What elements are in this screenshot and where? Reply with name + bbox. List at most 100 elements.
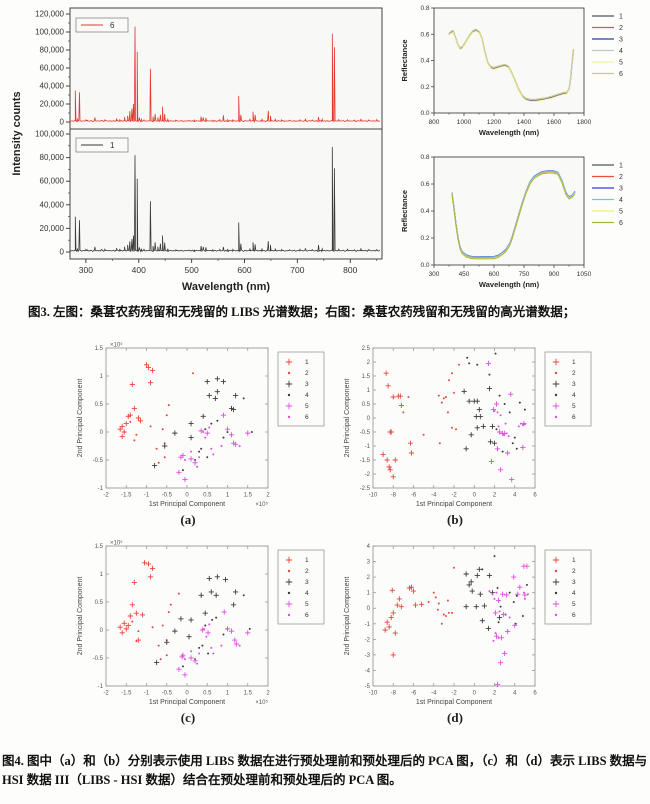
svg-text:-2.5: -2.5 bbox=[360, 486, 371, 492]
svg-text:×10⁵: ×10⁵ bbox=[255, 501, 268, 508]
svg-text:1: 1 bbox=[619, 163, 623, 170]
svg-text:6: 6 bbox=[305, 414, 309, 421]
svg-text:60,000: 60,000 bbox=[40, 177, 65, 186]
svg-text:0: 0 bbox=[185, 493, 189, 499]
svg-text:1: 1 bbox=[305, 557, 309, 564]
svg-text:4: 4 bbox=[572, 392, 576, 399]
svg-text:2: 2 bbox=[619, 174, 623, 181]
pca-chart-a: -2 -1.5 -1 -0.5 0 0.5 1 1.5 2 -1 -0.5 0 0.5 1 1.5 ×10⁵ ×… bbox=[72, 340, 339, 538]
svg-text:1050: 1050 bbox=[577, 271, 592, 278]
svg-text:40,000: 40,000 bbox=[40, 82, 65, 91]
svg-text:400: 400 bbox=[132, 265, 146, 275]
svg-text:4: 4 bbox=[305, 392, 309, 399]
svg-text:-0.5: -0.5 bbox=[162, 691, 173, 697]
svg-text:900: 900 bbox=[549, 271, 560, 278]
svg-text:Wavelength (nm): Wavelength (nm) bbox=[479, 128, 540, 137]
svg-text:Intensity counts: Intensity counts bbox=[11, 91, 23, 175]
pca-chart-b-plot: -10 -8 -6 -4 -2 0 2 4 6 -2.5 -2 -1.5 -1 -0.5 0 0.5 1 1.5 2… bbox=[339, 340, 606, 517]
svg-text:6: 6 bbox=[533, 691, 537, 697]
svg-text:Reflectance: Reflectance bbox=[400, 39, 409, 81]
svg-text:1.5: 1.5 bbox=[95, 346, 104, 352]
svg-text:5: 5 bbox=[619, 60, 623, 67]
svg-text:-2: -2 bbox=[365, 472, 371, 478]
svg-text:2nd Principal Component: 2nd Principal Component bbox=[344, 577, 351, 656]
svg-text:0.6: 0.6 bbox=[420, 181, 429, 188]
svg-text:80,000: 80,000 bbox=[40, 153, 65, 162]
svg-text:2: 2 bbox=[572, 370, 576, 377]
svg-text:5: 5 bbox=[305, 601, 309, 608]
svg-text:3: 3 bbox=[619, 37, 623, 44]
svg-text:-1.5: -1.5 bbox=[121, 691, 132, 697]
svg-text:0: 0 bbox=[185, 691, 189, 697]
pca-sublabel-b: (b) bbox=[447, 512, 463, 527]
hsi-reflectance-chart-swir: 800 1000 1200 1400 1600 1800 0.0 0.2 0.4 0.6 0.8 Wa… bbox=[394, 0, 650, 154]
svg-text:1.5: 1.5 bbox=[95, 544, 104, 550]
svg-text:0.4: 0.4 bbox=[420, 208, 429, 215]
svg-text:-0.5: -0.5 bbox=[93, 656, 104, 662]
svg-text:1: 1 bbox=[110, 141, 115, 150]
svg-text:5: 5 bbox=[572, 601, 576, 608]
svg-text:2: 2 bbox=[305, 370, 309, 377]
svg-text:1: 1 bbox=[367, 591, 371, 597]
svg-text:-1: -1 bbox=[365, 444, 371, 450]
svg-text:2: 2 bbox=[266, 493, 270, 499]
svg-text:0.2: 0.2 bbox=[420, 235, 429, 242]
svg-text:6: 6 bbox=[619, 71, 623, 78]
pca-sublabel-c: (c) bbox=[180, 710, 196, 725]
svg-text:3: 3 bbox=[572, 579, 576, 586]
svg-text:0.6: 0.6 bbox=[420, 31, 429, 38]
svg-text:1: 1 bbox=[100, 374, 104, 380]
svg-text:-1: -1 bbox=[98, 486, 104, 492]
svg-text:1st Principal Component: 1st Principal Component bbox=[416, 501, 492, 508]
svg-text:0: 0 bbox=[100, 430, 104, 436]
figure3-caption: 图3. 左图：桑葚农药残留和无残留的 LIBS 光谱数据；右图：桑葚农药残留和无… bbox=[28, 305, 576, 319]
pca-chart-b: -10 -8 -6 -4 -2 0 2 4 6 -2.5 -2 -1.5 -1 -0.5 0 0.5 1 1.5 2… bbox=[339, 340, 606, 538]
svg-text:3: 3 bbox=[305, 579, 309, 586]
svg-text:450: 450 bbox=[459, 271, 470, 278]
svg-text:1: 1 bbox=[572, 359, 576, 366]
svg-text:300: 300 bbox=[429, 271, 440, 278]
svg-text:×10⁵: ×10⁵ bbox=[110, 342, 123, 349]
svg-text:600: 600 bbox=[489, 271, 500, 278]
svg-text:4: 4 bbox=[513, 493, 517, 499]
svg-text:2: 2 bbox=[493, 493, 497, 499]
svg-text:4: 4 bbox=[572, 590, 576, 597]
svg-text:6: 6 bbox=[572, 414, 576, 421]
svg-text:-1.5: -1.5 bbox=[121, 493, 132, 499]
svg-text:600: 600 bbox=[237, 265, 251, 275]
svg-text:Wavelength (nm): Wavelength (nm) bbox=[479, 280, 540, 289]
svg-text:5: 5 bbox=[572, 403, 576, 410]
pca-sublabel-d: (d) bbox=[447, 710, 463, 725]
svg-text:1: 1 bbox=[305, 359, 309, 366]
svg-text:-1: -1 bbox=[365, 622, 371, 628]
svg-text:800: 800 bbox=[429, 119, 440, 126]
svg-text:-1: -1 bbox=[144, 493, 150, 499]
svg-text:0.5: 0.5 bbox=[362, 402, 371, 408]
svg-text:1: 1 bbox=[619, 14, 623, 21]
svg-text:100,000: 100,000 bbox=[35, 28, 64, 37]
svg-text:2: 2 bbox=[367, 360, 371, 366]
svg-text:1000: 1000 bbox=[457, 119, 472, 126]
svg-text:80,000: 80,000 bbox=[40, 46, 65, 55]
svg-text:1800: 1800 bbox=[577, 119, 592, 126]
svg-text:0: 0 bbox=[473, 691, 477, 697]
svg-text:6: 6 bbox=[533, 493, 537, 499]
svg-text:1st Principal Component: 1st Principal Component bbox=[149, 699, 225, 706]
svg-text:-0.5: -0.5 bbox=[93, 458, 104, 464]
svg-text:2: 2 bbox=[572, 568, 576, 575]
svg-text:-10: -10 bbox=[369, 493, 378, 499]
svg-text:6: 6 bbox=[110, 21, 115, 30]
svg-text:4: 4 bbox=[619, 48, 623, 55]
svg-text:0: 0 bbox=[473, 493, 477, 499]
svg-text:2.5: 2.5 bbox=[362, 346, 371, 352]
svg-text:-4: -4 bbox=[431, 493, 437, 499]
svg-text:0.5: 0.5 bbox=[203, 493, 212, 499]
svg-text:0.4: 0.4 bbox=[420, 58, 429, 65]
svg-text:0.8: 0.8 bbox=[420, 154, 429, 161]
svg-text:100,000: 100,000 bbox=[35, 130, 64, 139]
svg-text:4: 4 bbox=[367, 544, 371, 550]
svg-text:750: 750 bbox=[519, 271, 530, 278]
svg-text:0.0: 0.0 bbox=[420, 262, 429, 269]
svg-text:3: 3 bbox=[572, 381, 576, 388]
svg-text:1600: 1600 bbox=[547, 119, 562, 126]
